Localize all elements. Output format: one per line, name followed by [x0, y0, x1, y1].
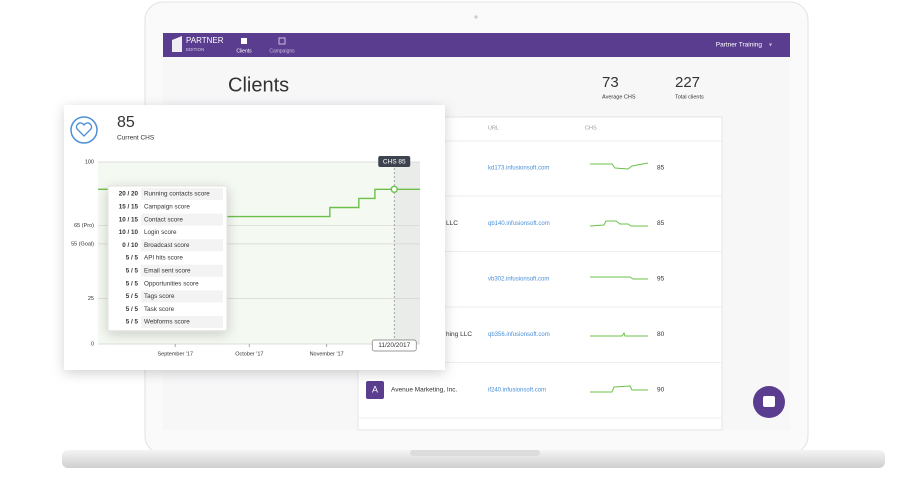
- chs-score: 85: [657, 165, 665, 172]
- client-url[interactable]: vb302.infusionsoft.com: [488, 277, 549, 283]
- score-label: Login score: [144, 229, 177, 236]
- chs-label: Current CHS: [117, 135, 155, 142]
- score-label: Campaign score: [144, 203, 190, 210]
- client-url[interactable]: qb140.infusionsoft.com: [488, 221, 550, 227]
- date-label: 11/20/2017: [378, 342, 410, 349]
- score-label: Running contacts score: [144, 191, 210, 198]
- stat-value: 73: [602, 74, 619, 91]
- y-tick-label: 25: [88, 296, 94, 302]
- chs-score: 90: [657, 387, 665, 394]
- score-value: 15 / 15: [119, 203, 139, 210]
- score-value: 5 / 5: [126, 319, 139, 326]
- heart-badge: [70, 116, 98, 144]
- chs-chart: 0 25 55 (Goal) 65 (Pro) 100 September '17 Octo…: [71, 156, 420, 357]
- nav-tab[interactable]: Clients: [236, 48, 252, 54]
- x-tick-label: October '17: [235, 351, 263, 357]
- column-header: CHS: [585, 125, 597, 131]
- score-label: Contact score: [144, 216, 183, 223]
- score-row-bg: [141, 290, 223, 303]
- client-name: Avenue Marketing, Inc.: [391, 387, 458, 394]
- sparkline: [590, 162, 649, 170]
- chs-score: 95: [657, 276, 665, 283]
- stat-label: Average CHS: [602, 94, 636, 100]
- chs-score: 85: [657, 220, 665, 227]
- client-name: LLC: [446, 220, 458, 227]
- score-label: Tags score: [144, 293, 175, 300]
- score-value: 10 / 15: [119, 216, 139, 223]
- score-label: Broadcast score: [144, 242, 190, 249]
- y-tick-label: 0: [91, 341, 94, 347]
- avatar-letter: A: [372, 384, 378, 394]
- caret: ▾: [769, 43, 772, 49]
- chs-value: 85: [117, 114, 135, 131]
- y-tick-label: 100: [85, 159, 94, 165]
- brand: PARTNER: [186, 36, 224, 45]
- score-row-bg: [141, 188, 223, 200]
- x-tick-label: November '17: [310, 351, 344, 357]
- page-title: Clients: [228, 74, 289, 96]
- future-band: [394, 162, 420, 344]
- chat-icon: [763, 396, 775, 407]
- sparkline: [590, 385, 648, 393]
- brand-logo: [172, 36, 182, 52]
- y-tick-label: 55 (Goal): [71, 241, 94, 247]
- sparkline: [589, 220, 648, 227]
- score-label: API hits score: [144, 255, 183, 262]
- score-value: 5 / 5: [126, 306, 139, 313]
- score-row-bg: [141, 239, 223, 252]
- brand-sub: EDITION: [186, 47, 204, 52]
- score-row-bg: [141, 316, 223, 328]
- tooltip: CHS 85: [383, 159, 406, 166]
- nav-tab[interactable]: Campaigns: [269, 48, 295, 54]
- score-label: Opportunities score: [144, 280, 199, 287]
- y-tick-label: 65 (Pro): [74, 223, 94, 229]
- score-value: 5 / 5: [126, 255, 139, 262]
- avatar: [366, 381, 384, 399]
- camera: [474, 15, 478, 19]
- client-url[interactable]: qb356.infusionsoft.com: [488, 332, 550, 338]
- score-value: 10 / 10: [119, 229, 139, 236]
- tooltip-bg: [378, 156, 411, 167]
- client-name: hing LLC: [446, 331, 472, 338]
- client-url[interactable]: kd173.infusionsoft.com: [488, 166, 549, 172]
- score-value: 0 / 10: [122, 242, 138, 249]
- score-value: 5 / 5: [126, 267, 139, 274]
- campaigns-icon: [278, 37, 286, 45]
- sparkline: [590, 276, 648, 280]
- score-label: Email sent score: [144, 267, 191, 274]
- laptop-base: [62, 450, 885, 468]
- score-value: 5 / 5: [126, 280, 139, 287]
- score-label: Webforms score: [144, 319, 190, 326]
- client-url[interactable]: if240.infusionsoft.com: [488, 388, 546, 394]
- score-value: 20 / 20: [119, 191, 139, 198]
- date-box: [371, 339, 417, 352]
- stat-value: 227: [675, 74, 700, 91]
- chs-score: 80: [657, 331, 665, 338]
- score-value: 5 / 5: [126, 293, 139, 300]
- score-row-bg: [141, 264, 223, 277]
- nav-bar: [163, 33, 790, 57]
- sparkline: [590, 331, 648, 337]
- x-tick-label: September '17: [157, 351, 193, 357]
- base-notch: [410, 450, 540, 456]
- score-label: Task score: [144, 306, 175, 313]
- heart-icon: [75, 122, 93, 137]
- stat-label: Total clients: [675, 94, 704, 100]
- clients-icon: [241, 38, 247, 44]
- score-row-bg: [141, 213, 223, 226]
- column-header: URL: [488, 125, 499, 131]
- user-menu[interactable]: Partner Training: [716, 42, 763, 49]
- hover-marker: [390, 185, 398, 194]
